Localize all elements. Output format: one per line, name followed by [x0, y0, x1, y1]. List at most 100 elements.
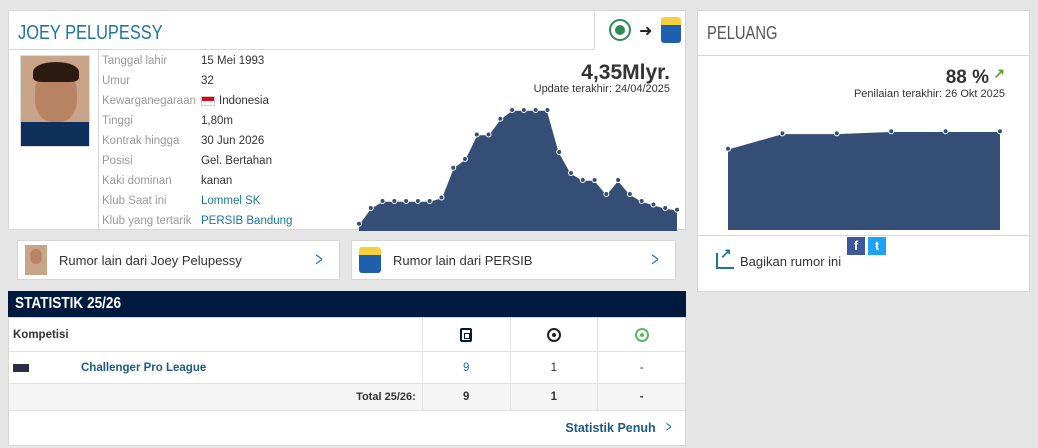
indonesia-flag-icon: [201, 96, 215, 106]
probability-point[interactable]: [725, 145, 731, 152]
info-value-text: 32: [201, 75, 214, 87]
info-value: 1,80m: [201, 115, 233, 127]
chart-area: [359, 110, 677, 231]
divider: [9, 49, 594, 50]
market-value-point[interactable]: [473, 131, 480, 138]
market-value-point[interactable]: [650, 201, 657, 208]
market-value-point[interactable]: [403, 198, 410, 204]
competition-name[interactable]: Challenger Pro League: [81, 361, 207, 374]
full-stats-link[interactable]: Statistik Penuh >: [9, 411, 685, 445]
rumor-club-link[interactable]: Rumor lain dari PERSIB >: [351, 240, 676, 280]
divider: [98, 49, 99, 231]
divider: [698, 235, 1029, 236]
chevron-right-icon: >: [315, 248, 323, 271]
total-row: Total 25/26: 9 1 -: [9, 384, 685, 411]
rumor-player-label: Rumor lain dari Joey Pelupessy: [59, 252, 242, 268]
arrow-right-icon: ➜: [639, 23, 653, 40]
goals-icon: [546, 327, 561, 342]
persib-badge-icon[interactable]: [661, 17, 681, 43]
market-value-point[interactable]: [532, 107, 539, 113]
info-value-text: 30 Jun 2026: [201, 135, 265, 147]
total-label: Total 25/26:: [356, 391, 416, 403]
info-row: Klub yang tertarik PERSIB Bandung: [102, 211, 292, 231]
info-label: Kewarganegaraan: [102, 95, 196, 107]
probability-chart[interactable]: [722, 116, 1006, 230]
market-value-point[interactable]: [379, 198, 386, 204]
market-value-point[interactable]: [450, 164, 457, 171]
probability-point[interactable]: [833, 130, 840, 137]
full-stats-label: Statistik Penuh: [565, 421, 656, 435]
market-value-point[interactable]: [426, 198, 433, 204]
stats-card: STATISTIK 25/26 Kompetisi Challenger Pro…: [8, 291, 686, 446]
info-label: Tanggal lahir: [102, 55, 168, 67]
market-value-point[interactable]: [603, 191, 610, 197]
market-value-point[interactable]: [544, 107, 551, 113]
probability-title: PELUANG: [707, 23, 778, 43]
market-value-point[interactable]: [662, 205, 669, 211]
stats-header-row: Kompetisi: [9, 318, 685, 352]
probability-updated: Penilaian terakhir: 26 Okt 2025: [853, 88, 1005, 100]
info-row: Kewarganegaraan Indonesia: [102, 91, 292, 111]
transfer-direction: ➜: [594, 11, 686, 49]
facebook-icon[interactable]: f: [847, 237, 865, 255]
market-value-point[interactable]: [391, 198, 398, 204]
info-label: Kaki dominan: [102, 175, 172, 187]
info-value-text[interactable]: PERSIB Bandung: [201, 215, 293, 227]
market-value-point[interactable]: [556, 149, 563, 155]
market-value-chart[interactable]: [353, 99, 683, 231]
market-value-point[interactable]: [591, 177, 598, 183]
competition-header: Kompetisi: [13, 328, 69, 341]
market-value-point[interactable]: [520, 107, 527, 113]
appearances-value[interactable]: 9: [462, 361, 470, 374]
divider: [698, 55, 1029, 56]
info-value[interactable]: Lommel SK: [201, 195, 260, 207]
chevron-right-icon: >: [665, 419, 672, 436]
market-value-point[interactable]: [414, 198, 421, 204]
rumor-player-link[interactable]: Rumor lain dari Joey Pelupessy >: [17, 240, 340, 280]
info-value: kanan: [201, 175, 232, 187]
info-label: Tinggi: [102, 115, 133, 127]
market-value-point[interactable]: [615, 177, 622, 183]
probability-point[interactable]: [997, 128, 1003, 135]
stats-title: STATISTIK 25/26: [8, 291, 686, 317]
info-label: Klub Saat ini: [102, 195, 167, 207]
info-value-text[interactable]: Lommel SK: [201, 195, 261, 207]
market-value-point[interactable]: [497, 115, 504, 122]
market-value-point[interactable]: [462, 156, 468, 162]
probability-point[interactable]: [888, 128, 895, 135]
market-value-point[interactable]: [485, 131, 492, 138]
market-value-point[interactable]: [356, 220, 362, 227]
info-row: Umur 32: [102, 71, 292, 91]
info-value[interactable]: PERSIB Bandung: [201, 215, 292, 227]
chevron-right-icon: >: [651, 248, 659, 271]
market-value-point[interactable]: [626, 191, 633, 197]
player-card: JOEY PELUPESSY ➜ Tanggal lahir 15 Mei 199…: [8, 10, 686, 231]
probability-point[interactable]: [779, 130, 786, 137]
market-value-point[interactable]: [367, 205, 374, 211]
info-value-text: Gel. Bertahan: [201, 155, 272, 167]
player-info-table: Tanggal lahir 15 Mei 1993 Umur 32 Kewarganeg…: [102, 51, 292, 231]
twitter-icon[interactable]: t: [868, 237, 886, 255]
player-photo: [20, 55, 90, 147]
share-icon: [716, 245, 734, 269]
market-value-point[interactable]: [579, 177, 586, 183]
market-value-point[interactable]: [509, 107, 516, 113]
market-value-point[interactable]: [674, 206, 680, 213]
info-label: Klub yang tertarik: [102, 215, 192, 227]
lommel-badge-icon[interactable]: [609, 19, 631, 41]
trend-up-icon: ↗: [993, 65, 1005, 81]
info-value-text: Indonesia: [219, 95, 269, 107]
info-value: 30 Jun 2026: [201, 135, 264, 147]
probability-card: PELUANG 88 % ↗ Penilaian terakhir: 26 Ok…: [697, 10, 1030, 292]
market-value-point[interactable]: [638, 198, 645, 204]
info-value-text: 15 Mei 1993: [201, 55, 265, 67]
probability-value: 88 %: [945, 67, 989, 88]
table-row: Challenger Pro League 9 1 -: [9, 352, 685, 384]
info-label: Kontrak hingga: [102, 135, 180, 147]
market-value-point[interactable]: [438, 194, 445, 201]
chart-line: [727, 130, 1000, 150]
market-value-point[interactable]: [568, 170, 574, 176]
info-value: 32: [201, 75, 214, 87]
share-rumor-button[interactable]: Bagikan rumor ini: [716, 245, 841, 269]
probability-point[interactable]: [942, 128, 949, 135]
